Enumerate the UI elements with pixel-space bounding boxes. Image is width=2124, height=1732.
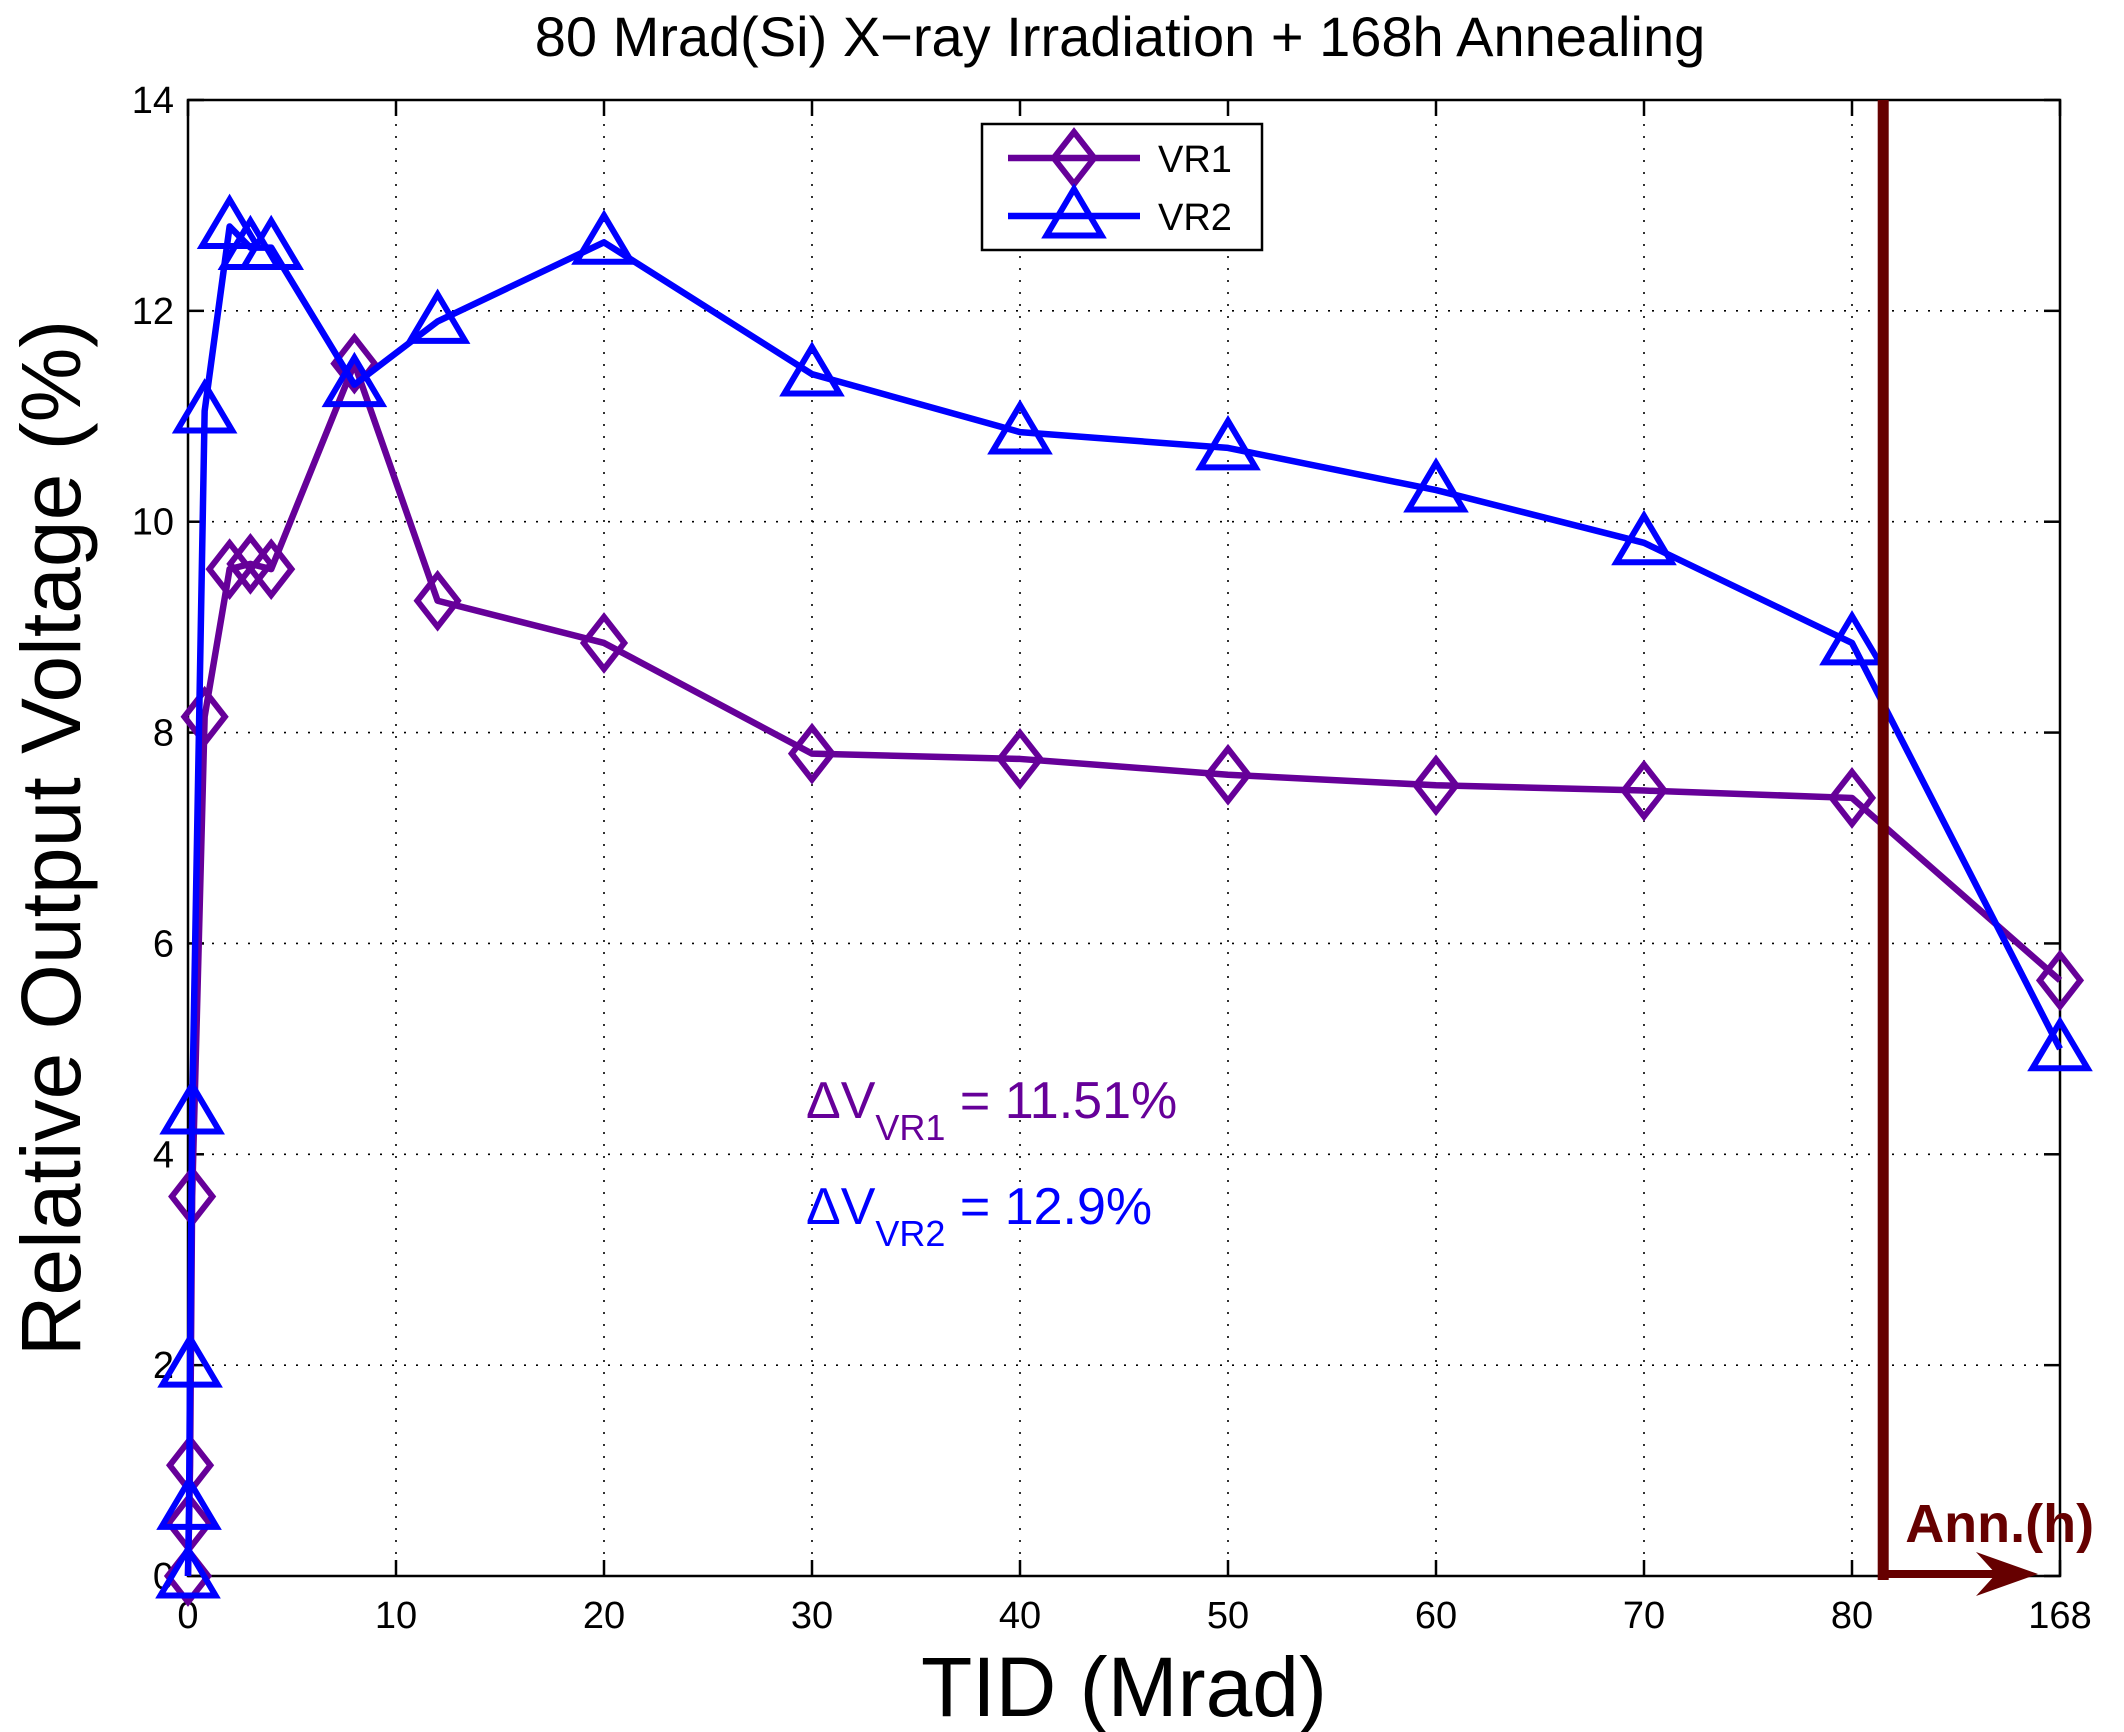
y-tick-label: 6 xyxy=(153,923,174,965)
data-point-vr1 xyxy=(1619,759,1669,822)
legend-box xyxy=(980,122,1264,252)
data-point-vr1 xyxy=(1203,743,1253,806)
legend-label-vr2: VR2 xyxy=(1158,197,1232,239)
data-point-vr2 xyxy=(987,399,1053,455)
chart-title: 80 Mrad(Si) X−ray Irradiation + 168h Ann… xyxy=(535,5,1705,68)
data-point-vr2 xyxy=(1819,610,1885,666)
data-point-vr2 xyxy=(157,1332,223,1388)
data-point-vr1 xyxy=(1827,767,1877,829)
data-point-vr1 xyxy=(413,569,462,632)
legend-marker-vr2 xyxy=(1041,183,1107,239)
data-point-vr1 xyxy=(205,538,254,601)
legend-label-vr1: VR1 xyxy=(1158,139,1232,181)
data-point-vr2 xyxy=(1403,457,1469,513)
y-tick-label: 12 xyxy=(132,291,174,333)
data-point-vr2 xyxy=(2027,1015,2093,1072)
annealing-arrow-head xyxy=(1976,1552,2038,1596)
delta-annotation-vr2: ΔVVR2 = 12.9% xyxy=(806,1178,1152,1254)
data-point-vr2 xyxy=(238,214,305,271)
data-point-vr2 xyxy=(404,288,471,344)
x-tick-label: 168 xyxy=(2028,1595,2091,1637)
x-tick-label: 80 xyxy=(1831,1595,1873,1637)
y-tick-label: 10 xyxy=(132,502,174,544)
x-tick-label: 50 xyxy=(1207,1595,1249,1637)
data-point-vr1 xyxy=(247,538,296,601)
series-line-vr2 xyxy=(184,223,2063,1577)
data-point-vr1 xyxy=(787,722,837,785)
x-tick-label: 10 xyxy=(375,1595,417,1637)
y-tick-label: 8 xyxy=(153,713,174,755)
data-point-vr2 xyxy=(155,1543,221,1599)
y-tick-label: 14 xyxy=(132,80,174,122)
plot-area xyxy=(186,98,2062,1578)
delta-annotations: ΔVVR1 = 11.51% ΔVVR2 = 12.9% xyxy=(806,1072,1177,1254)
data-point-vr1 xyxy=(2035,949,2085,1012)
x-axis-label: TID (Mrad) xyxy=(921,1640,1327,1732)
data-point-vr2 xyxy=(156,1474,222,1530)
data-point-vr2 xyxy=(159,1079,225,1135)
grid xyxy=(188,100,2060,1576)
data-point-vr1 xyxy=(1411,754,1461,817)
data-point-vr1 xyxy=(180,685,229,748)
annealing-marker: Ann.(h) xyxy=(1877,100,2094,1596)
y-tick-label: 0 xyxy=(153,1556,174,1598)
data-point-vr2 xyxy=(1195,415,1261,471)
data-point-vr2 xyxy=(321,351,388,408)
x-tick-label: 60 xyxy=(1415,1595,1457,1637)
y-tick-label: 4 xyxy=(153,1134,174,1176)
x-tick-label: 20 xyxy=(583,1595,625,1637)
delta-annotation-vr1: ΔVVR1 = 11.51% xyxy=(806,1072,1177,1148)
series-vr1 xyxy=(163,332,2085,1607)
series-layer xyxy=(155,193,2093,1607)
series-vr2 xyxy=(155,193,2093,1599)
data-point-vr2 xyxy=(196,193,263,249)
data-point-vr1 xyxy=(330,332,379,395)
x-tick-label: 0 xyxy=(177,1595,198,1637)
data-point-vr2 xyxy=(171,378,238,434)
x-tick-label: 70 xyxy=(1623,1595,1665,1637)
data-point-vr2 xyxy=(1611,509,1677,566)
x-tick-label: 40 xyxy=(999,1595,1041,1637)
data-point-vr2 xyxy=(779,341,845,397)
series-line-vr1 xyxy=(184,360,2063,1577)
data-point-vr1 xyxy=(995,728,1045,790)
data-point-vr2 xyxy=(571,209,637,265)
data-point-vr1 xyxy=(579,612,629,674)
annealing-label: Ann.(h) xyxy=(1905,1494,2094,1554)
y-axis-label: Relative Output Voltage (%) xyxy=(4,320,98,1357)
x-tick-label: 30 xyxy=(791,1595,833,1637)
